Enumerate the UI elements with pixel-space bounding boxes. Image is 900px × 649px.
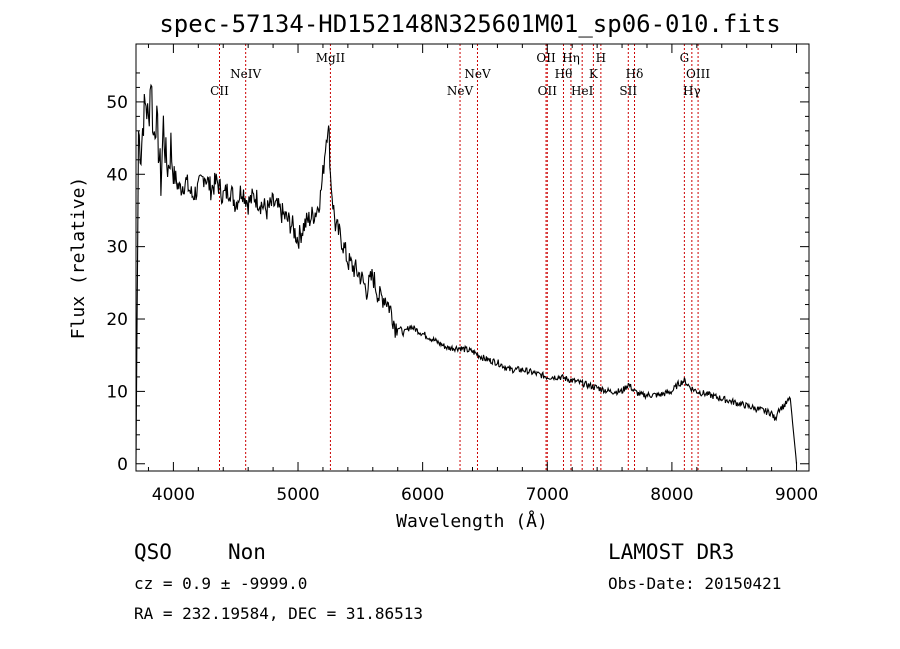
spectrum-line	[135, 83, 798, 464]
line-label-2: MgII	[316, 51, 346, 65]
line-label-5: OII	[536, 51, 556, 65]
x-tick-label: 7000	[526, 485, 569, 505]
line-label-10: K	[589, 67, 599, 81]
line-label-3: NeV	[447, 84, 474, 98]
x-tick-label: 4000	[152, 485, 195, 505]
line-label-7: Hθ	[555, 67, 573, 81]
line-label-11: H	[596, 51, 606, 65]
x-tick-label: 6000	[401, 485, 444, 505]
x-axis-label: Wavelength (Å)	[396, 510, 548, 532]
line-label-1: NeIV	[230, 67, 261, 81]
emission-lines	[219, 44, 699, 471]
survey-name: LAMOST DR3	[608, 540, 734, 564]
line-label-0: CII	[210, 84, 229, 98]
chart-title: spec-57134-HD152148N325601M01_sp06-010.f…	[159, 10, 780, 38]
axis-ticks	[136, 44, 809, 471]
y-axis-label: Flux (relative)	[68, 177, 89, 340]
y-tick-label: 20	[106, 310, 128, 330]
plot-frame	[135, 43, 810, 472]
y-tick-labels: 0 10 20 30 40 50	[106, 93, 128, 475]
line-label-15: Hγ	[683, 84, 701, 98]
y-tick-label: 50	[106, 93, 128, 113]
object-class: QSO	[134, 540, 172, 564]
line-label-4: NeV	[464, 67, 491, 81]
redshift-value: cz = 0.9 ± -9999.0	[134, 574, 307, 593]
x-tick-label: 9000	[775, 485, 818, 505]
y-tick-label: 40	[106, 165, 128, 185]
object-subclass: Non	[228, 540, 266, 564]
observation-date: Obs-Date: 20150421	[608, 574, 781, 593]
line-label-14: G	[680, 51, 690, 65]
line-label-13: Hδ	[626, 67, 644, 81]
y-tick-label: 30	[106, 238, 128, 258]
line-label-6: OII	[538, 84, 558, 98]
line-label-12: SII	[619, 84, 637, 98]
line-label-16: OIII	[686, 67, 710, 81]
x-tick-label: 5000	[276, 485, 319, 505]
x-tick-label: 8000	[650, 485, 693, 505]
line-label-9: HeI	[571, 84, 594, 98]
y-tick-label: 0	[117, 455, 128, 475]
coordinates: RA = 232.19584, DEC = 31.86513	[134, 604, 423, 623]
x-tick-labels: 4000 5000 6000 7000 8000 9000	[152, 485, 818, 505]
line-label-8: Hη	[562, 51, 580, 65]
y-tick-label: 10	[106, 382, 128, 402]
